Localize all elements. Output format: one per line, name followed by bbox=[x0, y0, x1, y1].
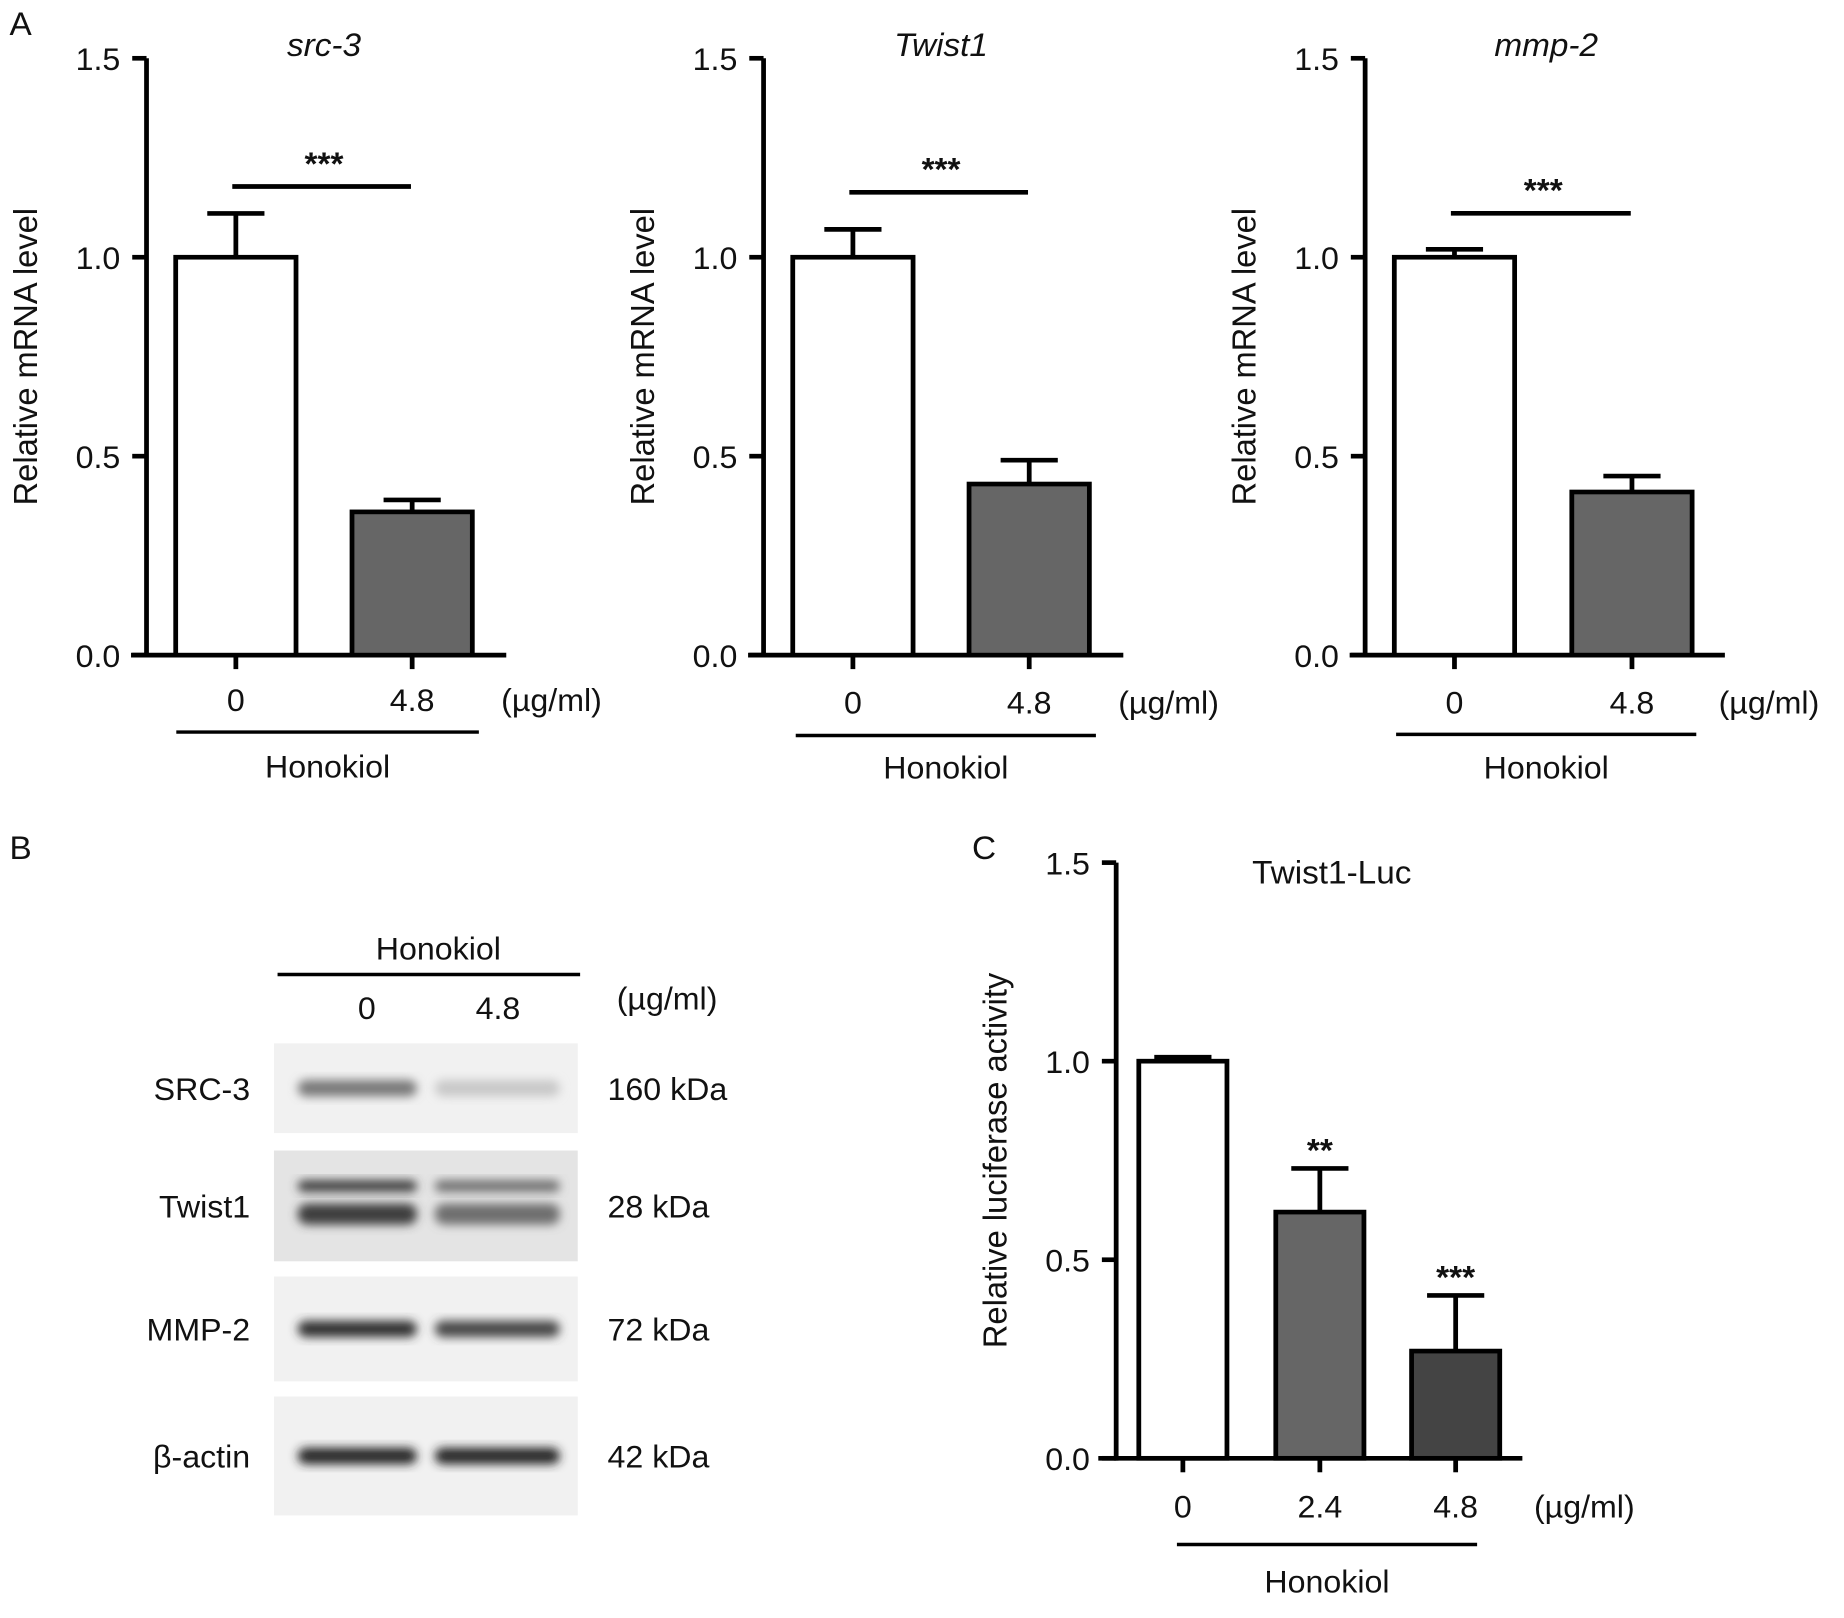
chart-twist1: 0.0 0.5 1.0 1.5 Relative mRNA level Twist1 0 4.… bbox=[624, 26, 1219, 785]
molecular-weight-label: 72 kDa bbox=[608, 1312, 710, 1348]
group-label: Honokiol bbox=[883, 750, 1008, 786]
blot-band bbox=[297, 1080, 417, 1097]
bar bbox=[173, 254, 299, 658]
y-tick-label: 1.0 bbox=[693, 240, 738, 276]
group-label: Honokiol bbox=[1264, 1564, 1389, 1600]
bar bbox=[1273, 1209, 1367, 1461]
unit-label: (µg/ml) bbox=[1118, 685, 1219, 721]
dose-label: 0 bbox=[358, 990, 376, 1026]
blot-band bbox=[434, 1180, 560, 1192]
chart-mmp-2: 0.0 0.5 1.0 1.5 Relative mRNA level mmp-2 0 4.8… bbox=[1225, 26, 1819, 785]
y-tick-label: 1.5 bbox=[1045, 846, 1090, 882]
significance-label: *** bbox=[1436, 1259, 1475, 1296]
bar bbox=[1391, 254, 1518, 658]
panel-label-c: C bbox=[972, 829, 996, 866]
y-tick-label: 0.5 bbox=[693, 439, 738, 475]
group-label: Honokiol bbox=[1484, 750, 1609, 786]
blot-row-src-3: SRC-3 160 kDa bbox=[154, 1043, 728, 1134]
y-tick-label: 1.0 bbox=[1045, 1044, 1090, 1080]
y-tick-label: 1.0 bbox=[76, 240, 121, 276]
panel-label-b: B bbox=[10, 829, 32, 866]
dose-label: 4.8 bbox=[476, 990, 521, 1026]
chart-title: src-3 bbox=[287, 26, 362, 63]
molecular-weight-label: 42 kDa bbox=[608, 1439, 710, 1475]
y-tick-label: 0.5 bbox=[1294, 439, 1339, 475]
blot-band bbox=[297, 1320, 417, 1338]
y-axis-label: Relative mRNA level bbox=[7, 208, 44, 505]
significance-label: *** bbox=[922, 151, 961, 188]
blot-row-β-actin: β-actin 42 kDa bbox=[153, 1396, 710, 1516]
blot-band bbox=[297, 1447, 417, 1465]
y-tick-label: 0.0 bbox=[693, 638, 738, 674]
x-tick-label: 4.8 bbox=[390, 682, 435, 718]
protein-label: β-actin bbox=[153, 1439, 250, 1475]
protein-label: SRC-3 bbox=[154, 1071, 250, 1107]
bar bbox=[1409, 1348, 1503, 1461]
blot-band bbox=[434, 1203, 560, 1225]
blot-band bbox=[297, 1180, 417, 1192]
x-tick-label: 0 bbox=[844, 685, 862, 721]
y-tick-label: 1.5 bbox=[693, 41, 738, 77]
protein-label: MMP-2 bbox=[147, 1312, 251, 1348]
blot-band bbox=[434, 1447, 560, 1465]
blot-band bbox=[297, 1203, 417, 1225]
bar bbox=[966, 481, 1092, 658]
y-tick-label: 1.0 bbox=[1294, 240, 1339, 276]
y-tick-label: 0.5 bbox=[76, 439, 121, 475]
unit-label: (µg/ml) bbox=[617, 981, 718, 1017]
bar bbox=[1136, 1058, 1230, 1461]
x-tick-label: 0 bbox=[1174, 1489, 1192, 1525]
y-axis-label: Relative mRNA level bbox=[624, 208, 661, 505]
y-tick-label: 0.0 bbox=[1045, 1441, 1090, 1477]
x-tick-label: 0 bbox=[1446, 685, 1464, 721]
x-tick-label: 2.4 bbox=[1298, 1489, 1343, 1525]
chart-title: Twist1-Luc bbox=[1252, 854, 1411, 891]
chart-twist1-luc: 0.0 0.5 1.0 1.5 Relative luciferase activity… bbox=[976, 846, 1634, 1600]
x-tick-label: 4.8 bbox=[1610, 685, 1655, 721]
chart-title: mmp-2 bbox=[1494, 26, 1598, 63]
bar bbox=[1569, 489, 1695, 658]
blot-band bbox=[434, 1080, 560, 1097]
bar bbox=[349, 509, 475, 658]
significance-label: *** bbox=[305, 145, 344, 182]
molecular-weight-label: 28 kDa bbox=[608, 1189, 710, 1225]
x-tick-label: 4.8 bbox=[1433, 1489, 1478, 1525]
chart-src-3: 0.0 0.5 1.0 1.5 Relative mRNA level src-3 0 4.8… bbox=[7, 26, 602, 784]
x-tick-label: 4.8 bbox=[1007, 685, 1052, 721]
y-tick-label: 1.5 bbox=[1294, 41, 1339, 77]
unit-label: (µg/ml) bbox=[501, 682, 602, 718]
group-label: Honokiol bbox=[265, 749, 390, 785]
y-tick-label: 0.0 bbox=[1294, 638, 1339, 674]
blot-band bbox=[434, 1320, 560, 1338]
x-tick-label: 0 bbox=[227, 682, 245, 718]
blot-row-mmp-2: MMP-2 72 kDa bbox=[147, 1276, 710, 1382]
molecular-weight-label: 160 kDa bbox=[608, 1071, 728, 1107]
unit-label: (µg/ml) bbox=[1719, 685, 1820, 721]
y-axis-label: Relative luciferase activity bbox=[976, 972, 1013, 1348]
y-axis-label: Relative mRNA level bbox=[1225, 208, 1262, 505]
y-tick-label: 1.5 bbox=[76, 41, 121, 77]
treatment-label: Honokiol bbox=[376, 931, 501, 967]
panel-label-a: A bbox=[10, 5, 32, 42]
y-tick-label: 0.0 bbox=[76, 638, 121, 674]
significance-label: *** bbox=[1524, 172, 1563, 209]
significance-label: ** bbox=[1307, 1132, 1333, 1169]
chart-title: Twist1 bbox=[894, 26, 988, 63]
protein-label: Twist1 bbox=[159, 1189, 250, 1225]
unit-label: (µg/ml) bbox=[1534, 1489, 1635, 1525]
bar bbox=[790, 254, 916, 658]
y-tick-label: 0.5 bbox=[1045, 1243, 1090, 1279]
blot-row-twist1: Twist1 28 kDa bbox=[159, 1150, 710, 1262]
